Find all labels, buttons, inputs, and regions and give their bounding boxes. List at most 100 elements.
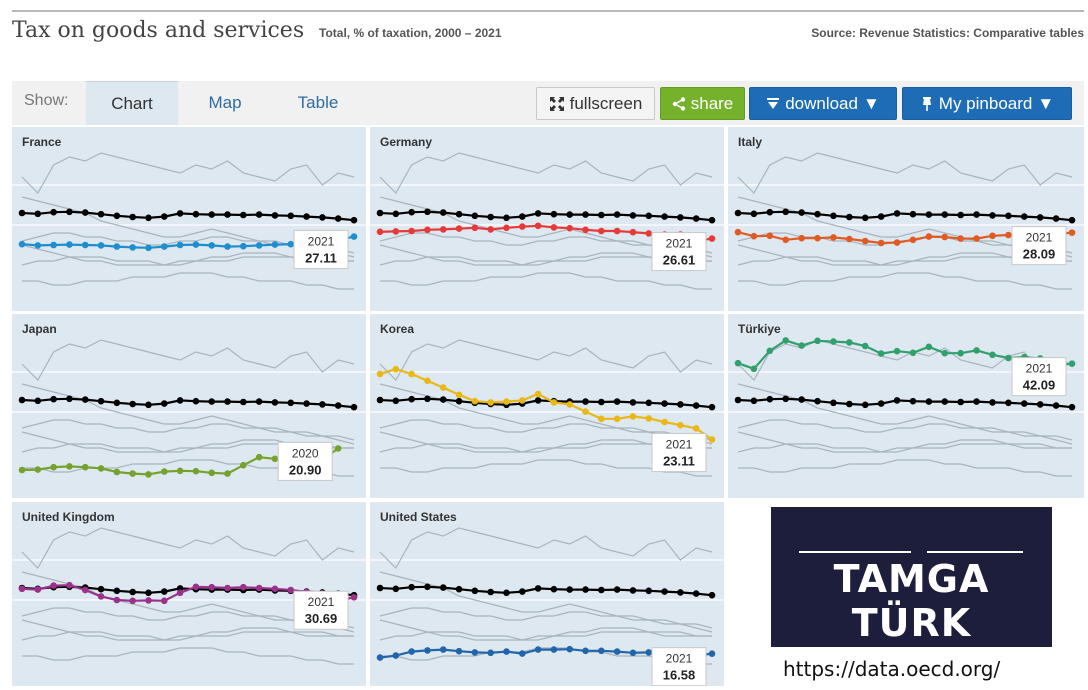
- benchmark-point: [66, 395, 73, 403]
- other-country-line: [737, 339, 1073, 381]
- panel-italy[interactable]: Italy 2021 28.09: [728, 127, 1084, 311]
- benchmark-point: [613, 211, 621, 218]
- benchmark-point: [376, 584, 384, 592]
- panel-united-states[interactable]: United States 2021 16.58: [370, 502, 724, 686]
- country-point: [782, 337, 790, 344]
- share-button[interactable]: share: [660, 87, 745, 120]
- value-label-box: [293, 590, 349, 630]
- panel-united-kingdom[interactable]: United Kingdom 2021 30.69: [12, 502, 366, 686]
- country-point: [424, 226, 431, 234]
- country-point: [350, 593, 358, 601]
- tab-table[interactable]: Table: [297, 93, 339, 112]
- country-point: [645, 230, 653, 237]
- benchmark-point: [471, 587, 479, 595]
- benchmark-point: [113, 399, 121, 407]
- country-point: [145, 597, 152, 604]
- country-point: [973, 235, 980, 242]
- value-label-value: 26.61: [663, 253, 696, 268]
- benchmark-point: [455, 397, 463, 405]
- benchmark-point: [376, 396, 384, 404]
- benchmark-point: [909, 397, 917, 405]
- value-label-box: [277, 441, 333, 481]
- value-label-year: 2021: [1026, 231, 1053, 245]
- benchmark-point: [145, 401, 152, 409]
- pinboard-button[interactable]: My pinboard ▼: [902, 87, 1072, 120]
- benchmark-point: [941, 398, 949, 405]
- country-point: [18, 466, 26, 474]
- panel-germany[interactable]: Germany 2021 26.61: [370, 127, 724, 311]
- download-button[interactable]: download ▼: [749, 87, 897, 120]
- panel-japan[interactable]: Japan 2020 20.90: [12, 314, 366, 498]
- country-point: [455, 391, 463, 399]
- benchmark-point: [877, 400, 885, 407]
- other-country-line: [379, 571, 713, 633]
- benchmark-point: [34, 210, 42, 218]
- benchmark-point: [692, 402, 700, 409]
- country-point: [1005, 354, 1012, 362]
- country-point: [782, 236, 790, 244]
- other-country-line: [22, 272, 354, 290]
- country-point: [224, 243, 231, 250]
- benchmark-point: [629, 212, 637, 219]
- show-label: Show:: [24, 92, 69, 109]
- benchmark-point: [645, 212, 653, 220]
- benchmark-point: [582, 586, 589, 593]
- benchmark-point: [271, 399, 279, 406]
- country-point: [34, 466, 42, 473]
- benchmark-point: [877, 213, 885, 220]
- benchmark-line: [379, 397, 713, 409]
- benchmark-point: [34, 397, 42, 405]
- benchmark-point: [145, 214, 152, 222]
- country-point: [424, 377, 431, 385]
- country-point: [113, 468, 121, 476]
- benchmark-point: [814, 397, 821, 405]
- panel-turkiye[interactable]: Türkiye 2021 42.09: [728, 314, 1084, 498]
- benchmark-point: [582, 211, 589, 218]
- panel-korea[interactable]: Korea 2021 23.11: [370, 314, 724, 498]
- benchmark-point: [692, 590, 700, 597]
- fullscreen-button[interactable]: fullscreen: [536, 87, 655, 120]
- country-point: [192, 467, 200, 475]
- benchmark-point: [782, 208, 790, 216]
- other-country-line: [379, 152, 713, 194]
- country-point: [1005, 231, 1012, 239]
- country-point: [66, 241, 73, 248]
- country-point: [830, 234, 837, 241]
- tab-chart[interactable]: Chart: [86, 81, 178, 125]
- benchmark-point: [392, 585, 400, 593]
- value-label-value: 42.09: [1023, 378, 1056, 393]
- benchmark-point: [645, 399, 653, 407]
- benchmark-point: [677, 589, 684, 596]
- value-label-value: 23.11: [663, 454, 695, 469]
- benchmark-point: [518, 213, 526, 220]
- country-point: [176, 241, 184, 249]
- logo-rule-left: [799, 551, 911, 553]
- other-country-line: [737, 383, 1073, 445]
- value-label-year: 2021: [666, 237, 693, 251]
- tab-map[interactable]: Map: [208, 93, 242, 112]
- benchmark-point: [376, 209, 384, 217]
- benchmark-point: [1005, 212, 1012, 220]
- benchmark-point: [319, 214, 326, 221]
- value-label-year: 2021: [308, 595, 335, 609]
- benchmark-point: [893, 210, 901, 217]
- benchmark-point: [893, 397, 901, 404]
- benchmark-line: [379, 585, 713, 597]
- value-label-box: [1011, 357, 1067, 397]
- benchmark-point: [814, 210, 821, 218]
- country-point: [550, 224, 558, 231]
- benchmark-point: [160, 588, 168, 595]
- sparkline-chart: 2021 26.61: [370, 152, 724, 290]
- benchmark-line: [21, 397, 355, 409]
- benchmark-point: [334, 215, 342, 222]
- benchmark-point: [424, 583, 431, 591]
- page-subtitle: Total, % of taxation, 2000 – 2021: [319, 26, 502, 40]
- benchmark-line: [737, 210, 1073, 222]
- panel-france[interactable]: France 2021 27.11: [12, 127, 366, 311]
- country-point: [598, 415, 605, 423]
- fullscreen-label: fullscreen: [569, 93, 643, 113]
- benchmark-point: [534, 210, 542, 217]
- benchmark-point: [1036, 214, 1044, 221]
- country-point: [350, 233, 358, 240]
- country-point: [613, 415, 621, 423]
